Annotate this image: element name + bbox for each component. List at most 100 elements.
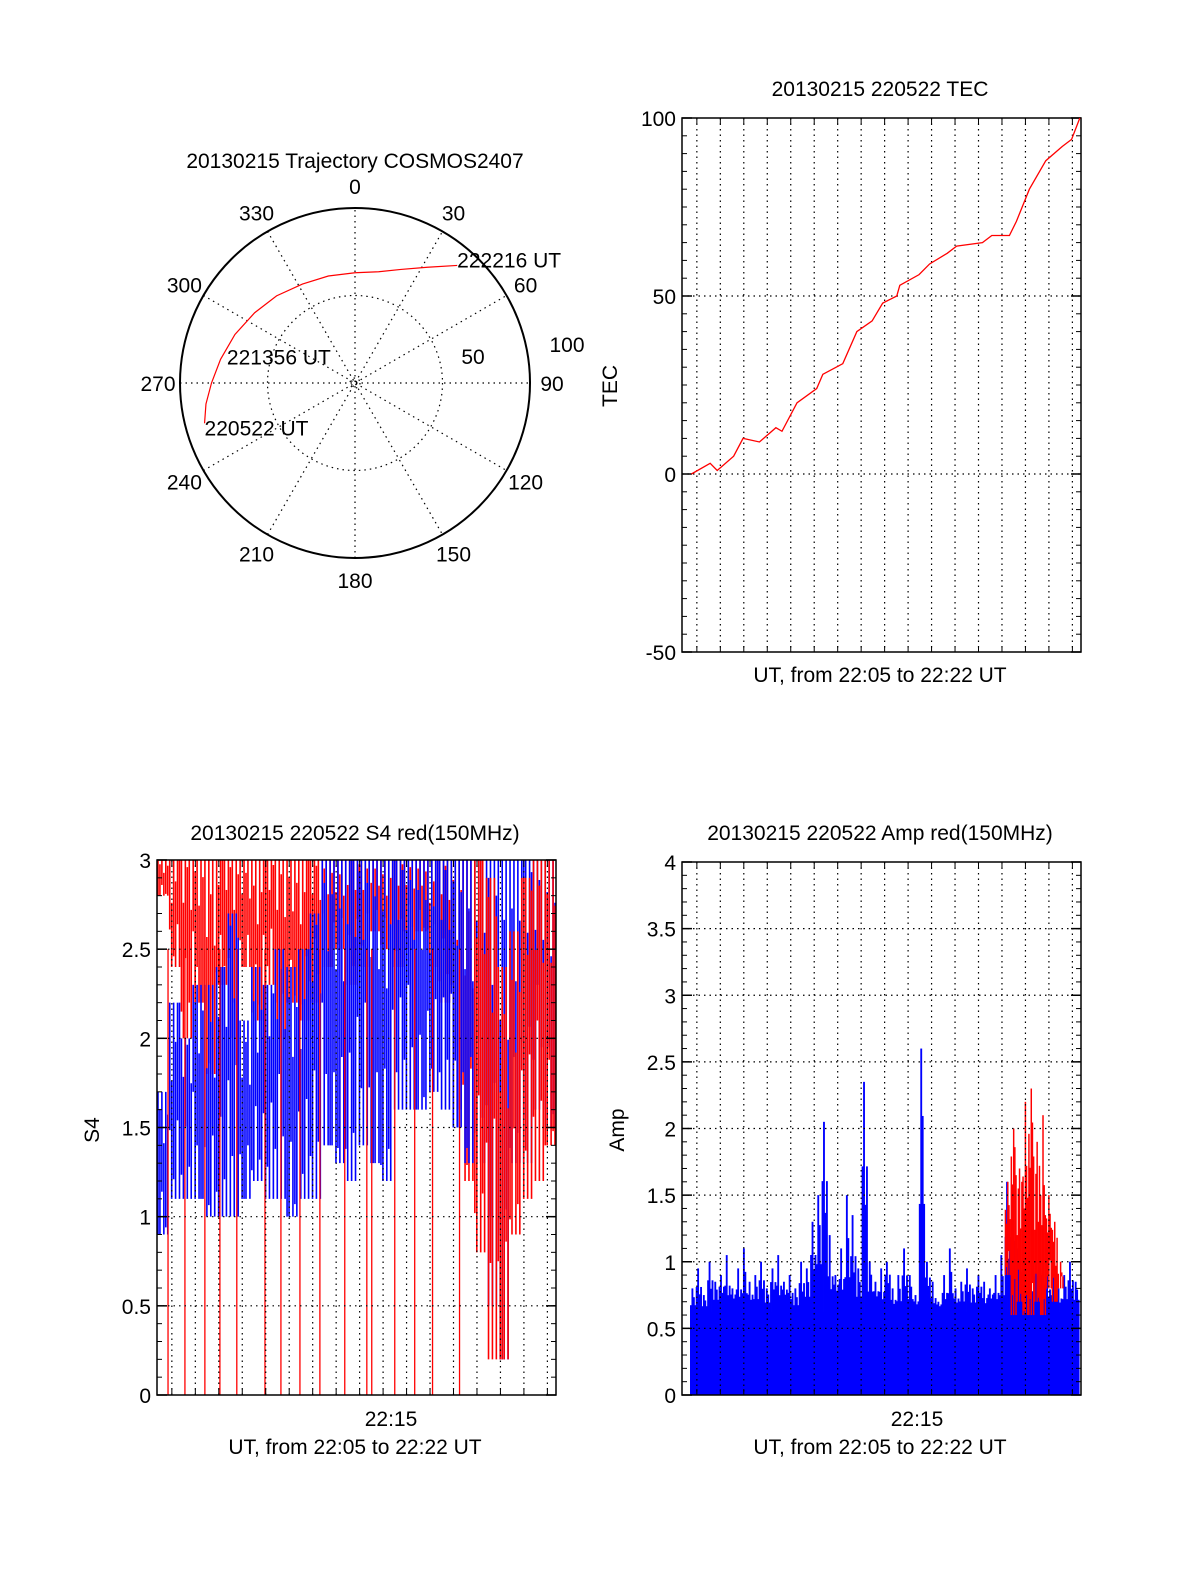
y-tick-label: 1 xyxy=(664,1252,676,1275)
plot-frame xyxy=(681,117,1082,653)
blue-amp-bar xyxy=(961,1291,964,1395)
red-amp-bar xyxy=(1018,1168,1021,1302)
blue-amp-bar xyxy=(893,1303,896,1395)
blue-amp-bar xyxy=(927,1285,930,1395)
blue-amp-bar xyxy=(690,1305,692,1395)
red-amp-bar xyxy=(1041,1225,1043,1316)
blue-amp-bar xyxy=(901,1275,904,1395)
polar-azimuth-label: 0 xyxy=(349,176,361,199)
blue-amp-bar xyxy=(1003,1295,1006,1395)
blue-amp-bar xyxy=(1054,1295,1057,1395)
blue-amp-bar xyxy=(735,1289,738,1395)
blue-amp-bar xyxy=(850,1256,853,1395)
blue-amp-bar xyxy=(940,1304,943,1395)
blue-amp-bar xyxy=(883,1291,886,1395)
blue-amp-bar xyxy=(785,1289,788,1395)
blue-amp-bar xyxy=(987,1294,990,1395)
red-amp-bar xyxy=(1024,1101,1027,1316)
blue-amp-bar xyxy=(873,1291,875,1395)
blue-amp-bar xyxy=(971,1288,974,1395)
blue-amp-bar xyxy=(951,1293,954,1395)
blue-amp-bar xyxy=(724,1285,727,1395)
blue-amp-bar xyxy=(1066,1299,1069,1395)
blue-amp-bar xyxy=(1051,1255,1054,1395)
blue-amp-bar xyxy=(1076,1289,1079,1395)
blue-amp-bar xyxy=(817,1195,820,1395)
blue-amp-bar xyxy=(988,1288,991,1395)
blue-amp-bar xyxy=(953,1298,956,1395)
red-amp-bar xyxy=(1046,1232,1049,1277)
polar-azimuth-label: 330 xyxy=(239,202,274,225)
blue-amp-bar xyxy=(900,1301,903,1395)
amp-xlabel: UT, from 22:05 to 22:22 UT xyxy=(753,1436,1006,1459)
blue-amp-bar xyxy=(844,1277,847,1395)
red-amp-bar xyxy=(1043,1185,1045,1300)
blue-amp-bar xyxy=(788,1275,791,1395)
blue-amp-bar xyxy=(895,1301,898,1395)
blue-amp-bar xyxy=(890,1299,893,1395)
red-amp-bar xyxy=(1025,1165,1028,1296)
blue-amp-bar xyxy=(1030,1296,1033,1395)
blue-amp-bar xyxy=(827,1276,830,1395)
blue-amp-bar xyxy=(751,1294,754,1395)
blue-amp-bar xyxy=(781,1289,784,1395)
blue-amp-bar xyxy=(958,1301,961,1395)
blue-amp-bar xyxy=(1033,1276,1036,1395)
blue-amp-bar xyxy=(807,1282,810,1395)
blue-amp-bar xyxy=(794,1288,797,1395)
blue-amp-bar xyxy=(755,1286,758,1395)
blue-amp-bar xyxy=(974,1302,977,1395)
blue-amp-bar xyxy=(710,1288,712,1395)
red-amp-bar xyxy=(1012,1128,1015,1316)
blue-amp-bar xyxy=(824,1212,827,1395)
blue-amp-bar xyxy=(857,1268,860,1395)
ring-label-100: 100 xyxy=(549,334,584,357)
blue-amp-bar xyxy=(830,1289,833,1395)
blue-amp-bar xyxy=(858,1282,861,1395)
blue-amp-bar xyxy=(853,1272,855,1395)
blue-amp-bar xyxy=(782,1281,785,1395)
blue-amp-bar xyxy=(1073,1299,1076,1395)
blue-amp-bar xyxy=(1069,1261,1071,1395)
red-amp-bar xyxy=(1004,1209,1007,1276)
blue-amp-bar xyxy=(834,1275,837,1395)
blue-amp-bar xyxy=(1026,1291,1029,1395)
blue-amp-bar xyxy=(742,1248,745,1395)
y-tick-label: 0 xyxy=(664,1385,676,1408)
blue-amp-bar xyxy=(750,1299,753,1395)
blue-amp-bar xyxy=(921,1115,924,1395)
blue-amp-bar xyxy=(730,1294,732,1395)
y-tick-label: 3 xyxy=(139,850,151,873)
blue-amp-bar xyxy=(697,1268,700,1395)
polar-center-circle xyxy=(349,377,361,389)
polar-azimuth-label: 210 xyxy=(239,544,274,567)
blue-amp-bar xyxy=(904,1286,907,1395)
polar-title: 20130215 Trajectory COSMOS2407 xyxy=(186,150,523,173)
blue-amp-bar xyxy=(1001,1276,1004,1395)
blue-amp-bar xyxy=(968,1284,971,1395)
y-tick-label: 1.5 xyxy=(647,1185,676,1208)
blue-amp-bar xyxy=(1040,1275,1043,1395)
blue-amp-bar xyxy=(815,1264,818,1395)
blue-amp-bar xyxy=(831,1276,834,1395)
polar-spoke xyxy=(203,294,507,472)
red-amp-bar xyxy=(1038,1165,1041,1302)
blue-amp-bar xyxy=(778,1295,781,1395)
y-tick-label: -50 xyxy=(646,642,676,665)
blue-amp-bar xyxy=(937,1301,940,1395)
blue-amp-bar xyxy=(792,1305,795,1395)
blue-amp-bar xyxy=(957,1298,960,1395)
blue-amp-bar xyxy=(1074,1281,1077,1395)
amp-xtick-label: 22:15 xyxy=(891,1408,944,1431)
y-tick-label: 1 xyxy=(139,1207,151,1230)
blue-amp-bar xyxy=(1011,1208,1014,1395)
blue-amp-bar xyxy=(997,1292,1000,1395)
blue-amp-bar xyxy=(1043,1284,1046,1395)
red-amp-bar xyxy=(1017,1188,1020,1270)
red-amp-bar xyxy=(1051,1229,1054,1302)
blue-amp-bar xyxy=(866,1166,868,1395)
red-amp-bar xyxy=(1028,1133,1030,1316)
blue-amp-bar xyxy=(1000,1255,1003,1395)
blue-amp-bar xyxy=(990,1298,993,1395)
blue-amp-bar xyxy=(718,1286,721,1395)
